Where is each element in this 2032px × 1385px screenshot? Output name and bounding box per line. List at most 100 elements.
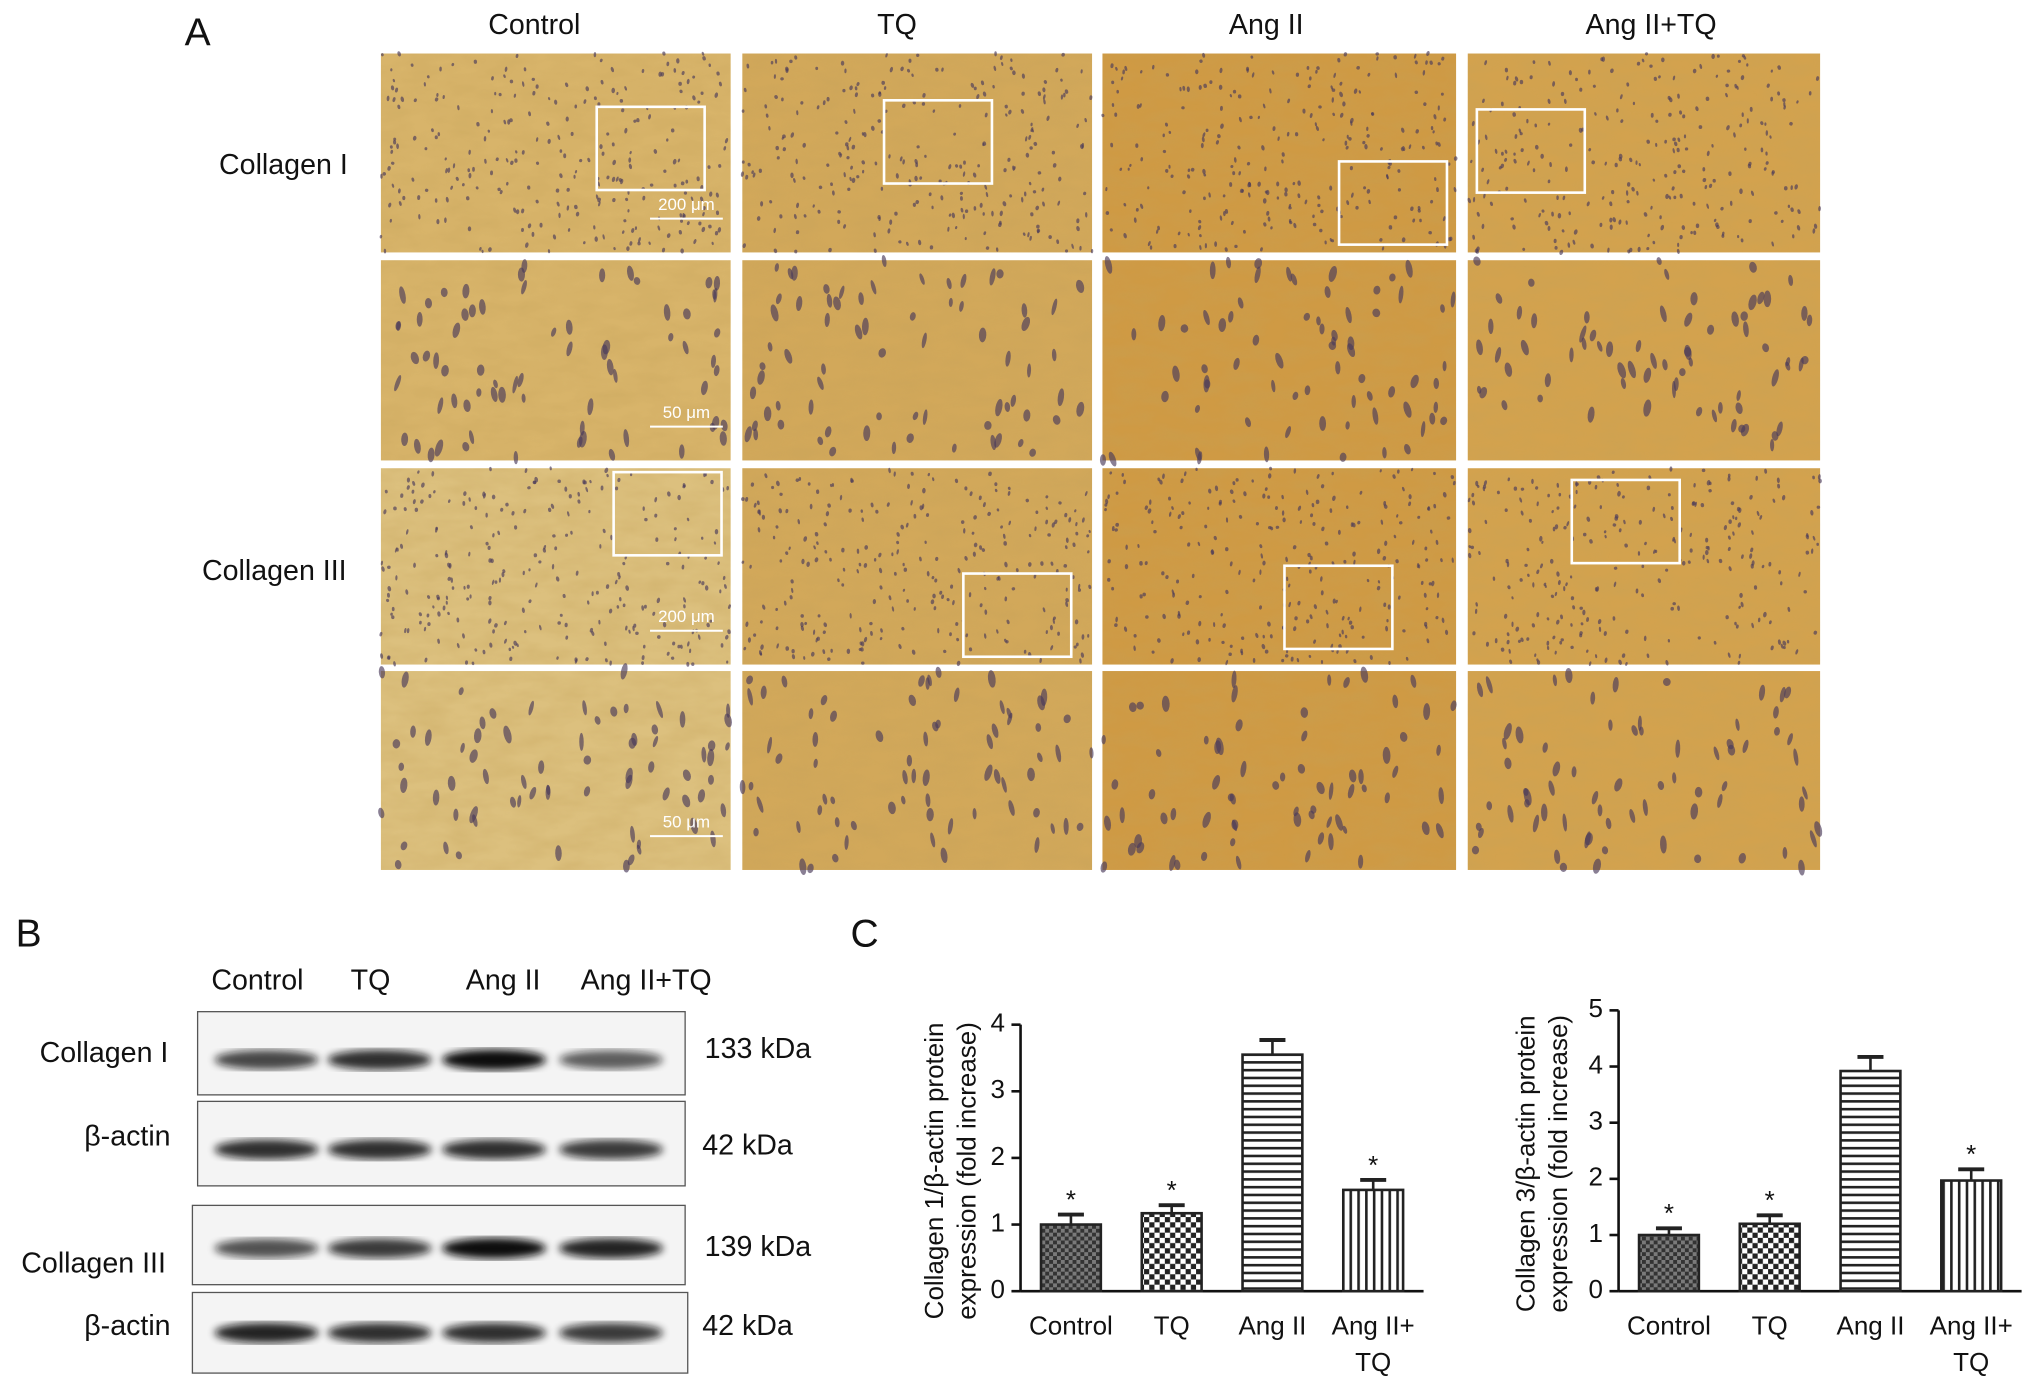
nucleus xyxy=(1532,168,1536,173)
nucleus xyxy=(1187,168,1191,172)
nucleus xyxy=(424,657,428,663)
nucleus xyxy=(1805,534,1809,540)
nucleus xyxy=(1341,629,1344,635)
nucleus xyxy=(545,785,551,800)
nucleus xyxy=(878,567,883,574)
nucleus xyxy=(1669,466,1673,472)
nucleus xyxy=(1309,555,1313,561)
nucleus xyxy=(991,723,999,738)
nucleus xyxy=(539,222,543,228)
nucleus xyxy=(863,425,871,442)
nucleus xyxy=(1604,161,1607,166)
nucleus xyxy=(1667,95,1671,100)
nucleus xyxy=(896,549,899,555)
nucleus xyxy=(1706,479,1711,486)
nucleus xyxy=(1399,731,1408,742)
nucleus xyxy=(1198,219,1202,224)
nucleus xyxy=(1423,592,1427,598)
nucleus xyxy=(681,70,685,76)
nucleus xyxy=(1261,643,1266,650)
nucleus xyxy=(1137,544,1140,548)
nucleus xyxy=(1344,140,1348,146)
nucleus xyxy=(1518,128,1522,134)
nucleus xyxy=(978,495,982,501)
nucleus xyxy=(891,552,894,557)
tissue-texture xyxy=(380,671,731,870)
nucleus xyxy=(1808,91,1812,96)
nucleus xyxy=(1029,146,1033,150)
nucleus xyxy=(1264,190,1268,194)
nucleus xyxy=(1277,136,1280,141)
nucleus xyxy=(1215,140,1219,145)
nucleus xyxy=(1532,814,1540,833)
nucleus xyxy=(1362,140,1366,145)
nucleus xyxy=(702,211,705,217)
nucleus xyxy=(520,774,527,789)
nucleus xyxy=(841,547,845,553)
nucleus xyxy=(844,68,847,74)
nucleus xyxy=(1228,311,1234,323)
nucleus xyxy=(1812,535,1816,541)
nucleus xyxy=(793,178,796,183)
nucleus xyxy=(1304,199,1308,205)
band xyxy=(442,1322,547,1343)
nucleus xyxy=(860,509,863,513)
nucleus xyxy=(503,119,507,125)
micrograph xyxy=(378,663,732,873)
nucleus xyxy=(1171,506,1174,511)
nucleus xyxy=(1440,304,1445,313)
nucleus xyxy=(1025,136,1028,142)
nucleus xyxy=(494,580,498,584)
nucleus xyxy=(1790,207,1794,212)
nucleus xyxy=(1297,505,1302,511)
nucleus xyxy=(982,212,985,216)
nucleus xyxy=(1515,726,1524,744)
nucleus xyxy=(1570,596,1575,601)
nucleus xyxy=(1229,561,1233,567)
nucleus xyxy=(1547,493,1550,498)
nucleus xyxy=(1442,216,1446,222)
nucleus xyxy=(1285,426,1291,439)
nucleus xyxy=(1557,213,1562,219)
nucleus xyxy=(775,626,779,631)
nucleus xyxy=(1665,193,1669,200)
nucleus xyxy=(383,509,387,515)
nucleus xyxy=(1348,620,1353,625)
nucleus xyxy=(1690,803,1699,820)
nucleus xyxy=(1470,159,1473,164)
nucleus xyxy=(1037,91,1042,97)
nucleus xyxy=(1660,224,1665,231)
nucleus xyxy=(391,183,395,188)
nucleus xyxy=(1735,718,1740,731)
nucleus xyxy=(1798,859,1805,876)
nucleus xyxy=(1071,243,1074,250)
nucleus xyxy=(509,118,513,123)
nucleus xyxy=(383,248,387,254)
nucleus xyxy=(1595,586,1600,592)
nucleus xyxy=(1818,478,1822,484)
nucleus xyxy=(707,749,715,767)
nucleus xyxy=(700,536,704,540)
nucleus xyxy=(679,444,685,459)
nucleus xyxy=(1262,560,1266,566)
nucleus xyxy=(1110,142,1114,148)
nucleus xyxy=(444,552,449,559)
nucleus xyxy=(1758,684,1766,701)
nucleus xyxy=(505,502,509,507)
nucleus xyxy=(1254,266,1261,284)
nucleus xyxy=(1556,619,1560,625)
nucleus xyxy=(1589,329,1597,342)
nucleus xyxy=(665,561,670,566)
nucleus xyxy=(595,590,599,595)
nucleus xyxy=(1115,616,1118,623)
nucleus xyxy=(1076,401,1085,417)
y-tick-label: 0 xyxy=(990,1274,1004,1304)
nucleus xyxy=(1764,122,1767,126)
nucleus xyxy=(1366,126,1369,132)
nucleus xyxy=(1700,502,1705,508)
nucleus xyxy=(747,688,753,706)
lane-label: TQ xyxy=(351,964,391,996)
nucleus xyxy=(1725,615,1729,620)
nucleus xyxy=(1052,415,1061,425)
nucleus xyxy=(1042,607,1046,613)
